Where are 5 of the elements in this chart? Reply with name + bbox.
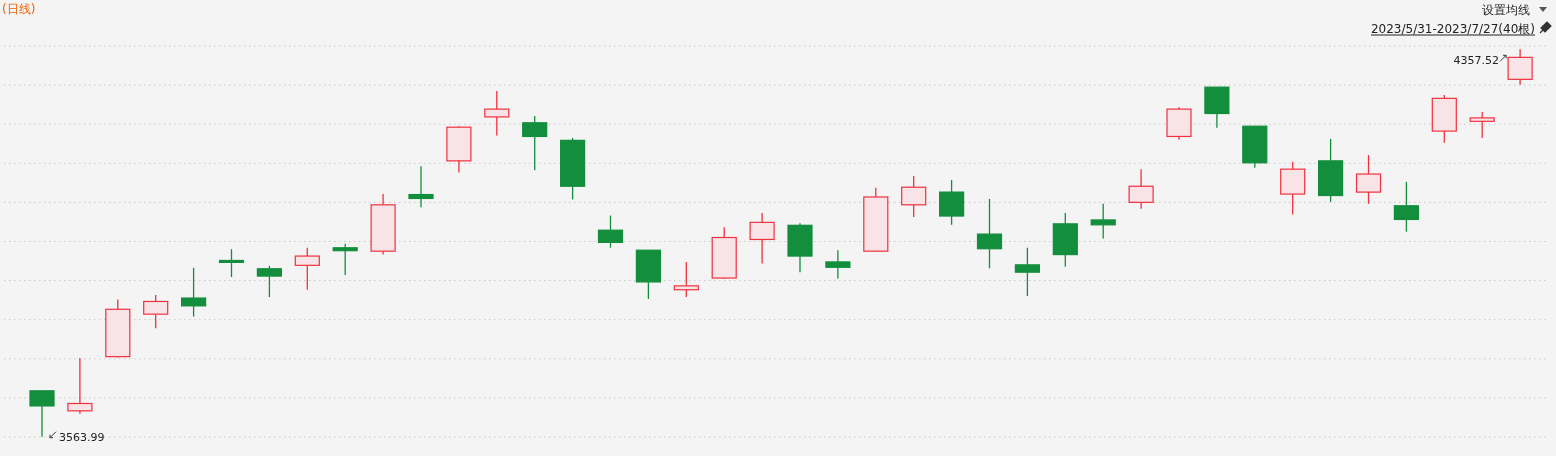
chart-title: (日线) <box>2 2 36 16</box>
text: 设置均线 <box>1482 3 1530 17</box>
chart-subtitle: 2023/5/31-2023/7/27(40根) <box>1370 22 1535 36</box>
annotation: 4357.52 <box>1453 54 1500 68</box>
annotation: 3563.99 <box>59 430 105 444</box>
